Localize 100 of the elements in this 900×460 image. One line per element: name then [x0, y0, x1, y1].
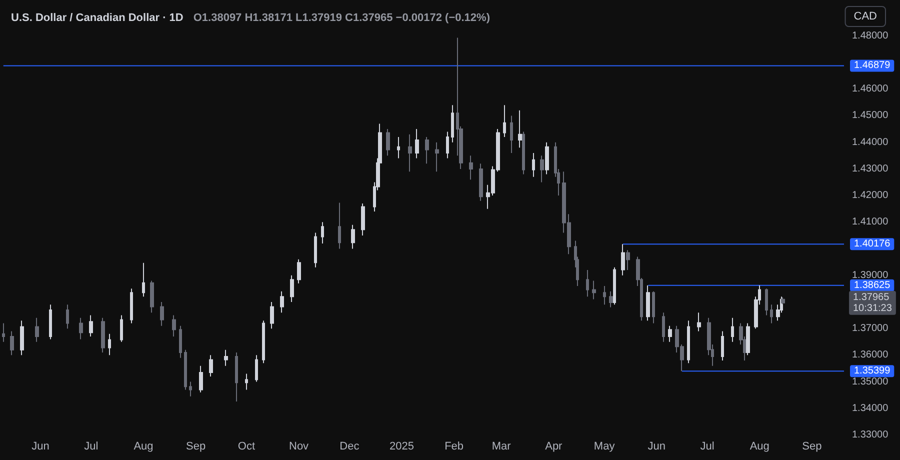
candlestick	[10, 330, 14, 356]
y-tick-label: 1.41000	[852, 216, 889, 228]
candlestick	[609, 290, 613, 308]
x-tick-label: Sep	[802, 440, 822, 452]
y-tick-label: 1.34000	[852, 402, 889, 414]
candlestick	[351, 224, 355, 250]
candlestick	[518, 110, 522, 148]
candlestick	[20, 320, 24, 356]
candlestick	[662, 312, 665, 342]
x-tick-label: Oct	[238, 440, 256, 452]
x-tick-label: Mar	[492, 440, 512, 452]
candlestick	[2, 322, 5, 342]
candlestick	[235, 352, 238, 402]
y-tick-label: 1.42000	[852, 190, 889, 202]
candlestick	[172, 314, 176, 338]
candlestick	[435, 142, 439, 172]
candlestick	[503, 104, 506, 138]
x-tick-label: Nov	[288, 440, 310, 452]
candlestick	[224, 349, 228, 366]
candlestick	[626, 250, 630, 271]
y-tick-label: 1.44000	[852, 136, 889, 148]
candlestick	[652, 290, 655, 324]
candlestick	[603, 286, 606, 306]
x-tick-label: May	[594, 440, 616, 452]
candlestick	[321, 222, 324, 244]
candlestick	[66, 304, 69, 330]
x-tick-label: Jun	[32, 440, 50, 452]
y-tick-label: 1.39000	[852, 270, 889, 281]
candlestick	[586, 270, 589, 298]
text: O1.38097 H1.38171 L1.37919 C1.37965 −0.00172 (−0.12%)	[193, 12, 490, 24]
candlestick	[446, 131, 449, 159]
candlestick	[255, 354, 258, 382]
candlestick	[522, 131, 525, 175]
candlestick	[120, 314, 123, 342]
data-label: 1.38625	[854, 280, 891, 291]
candlestick	[35, 317, 39, 342]
candlestick	[142, 262, 145, 298]
candlestick	[687, 320, 690, 364]
candlestick	[646, 284, 650, 322]
candlestick	[49, 304, 52, 340]
x-tick-label: Feb	[444, 440, 464, 452]
candlestick	[668, 325, 672, 342]
candlestick	[150, 280, 154, 314]
x-tick-label: Jul	[700, 440, 714, 452]
candlestick	[297, 258, 301, 284]
candlestick	[209, 354, 213, 377]
candlestick	[451, 104, 454, 143]
y-tick-label: 1.46000	[852, 84, 889, 95]
candlestick	[746, 322, 750, 356]
data-label: 1.35399	[854, 366, 891, 377]
candlestick	[386, 128, 390, 156]
y-tick-label: 1.37000	[852, 323, 889, 334]
x-tick-label: Aug	[134, 440, 154, 452]
candlestick	[721, 330, 724, 362]
candlestick	[199, 365, 203, 393]
candlestick	[179, 325, 182, 358]
candlestick	[540, 155, 544, 183]
candlestick	[621, 244, 625, 276]
text: 1.37965 10:31:23	[853, 292, 892, 314]
candlestick	[770, 304, 773, 324]
text: U.S. Dollar / Canadian Dollar · 1D	[11, 12, 184, 24]
candlestick	[765, 288, 768, 316]
candlestick	[545, 142, 549, 175]
x-tick-label: Sep	[186, 440, 206, 452]
y-tick-label: 1.33000	[852, 430, 889, 440]
candlestick	[280, 290, 284, 314]
candlestick	[270, 301, 274, 330]
data-label: 1.40176	[854, 238, 891, 250]
candlestick	[338, 202, 341, 250]
x-tick-label: Apr	[545, 440, 563, 452]
candlestick	[425, 136, 429, 164]
candlestick	[592, 280, 596, 300]
y-axis-title: CAD	[854, 10, 878, 22]
data-label: 1.46879	[854, 60, 891, 72]
x-tick-label: Jul	[84, 440, 98, 452]
candlestick	[262, 320, 265, 364]
candlestick	[469, 155, 473, 180]
candlestick	[361, 203, 365, 236]
candlestick	[108, 333, 111, 356]
candlestick	[89, 314, 93, 338]
candlestick	[415, 128, 419, 159]
candlestick	[697, 312, 701, 332]
candlestick	[184, 349, 187, 390]
y-tick-label: 1.43000	[852, 163, 889, 174]
candlestick	[245, 373, 248, 390]
candlestick	[314, 232, 317, 268]
x-tick-label: Jun	[648, 440, 666, 452]
y-tick-label: 1.45000	[852, 110, 889, 122]
candlestick	[510, 115, 513, 154]
candlestick	[731, 317, 734, 342]
y-tick-label: 1.48000	[852, 30, 889, 42]
candlestick	[189, 381, 192, 397]
y-tick-label: 1.35000	[852, 376, 889, 388]
candlestick	[613, 266, 616, 306]
candlestick	[290, 274, 294, 302]
candlestick	[408, 134, 412, 172]
candlestick	[79, 317, 83, 340]
candlestick	[397, 136, 400, 159]
x-tick-label: Aug	[750, 440, 770, 452]
candlestick	[101, 317, 105, 354]
